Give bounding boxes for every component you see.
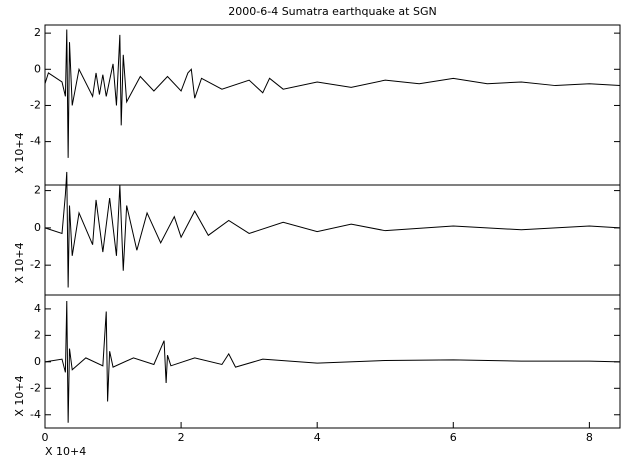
y-tick-label: -4: [30, 408, 41, 421]
y-tick-label: 2: [34, 328, 41, 341]
y-tick-label: -2: [30, 98, 41, 111]
x-axis-label: X 10+4: [45, 445, 86, 458]
x-tick-label: 8: [586, 431, 593, 444]
trace: [44, 300, 621, 423]
y-tick-label: 4: [34, 302, 41, 315]
trace: [44, 29, 621, 158]
plot-frame: [44, 184, 621, 296]
y-axis-label: X 10+4: [13, 375, 26, 416]
trace: [44, 171, 621, 288]
x-tick-label: 6: [450, 431, 457, 444]
chart-title: 2000-6-4 Sumatra earthquake at SGN: [228, 5, 436, 18]
y-axis-label: X 10+4: [13, 242, 26, 283]
x-tick-label: 0: [42, 431, 49, 444]
y-tick-label: 0: [34, 62, 41, 75]
y-tick-label: -2: [30, 381, 41, 394]
plot-frame: [44, 24, 621, 186]
y-axis-label: X 10+4: [13, 132, 26, 173]
y-tick-label: 0: [34, 355, 41, 368]
y-tick-label: 0: [34, 221, 41, 234]
y-tick-label: -2: [30, 258, 41, 271]
y-tick-label: 2: [34, 184, 41, 197]
x-tick-label: 4: [314, 431, 321, 444]
x-tick-label: 2: [178, 431, 185, 444]
y-tick-label: -4: [30, 135, 41, 148]
y-tick-label: 2: [34, 26, 41, 39]
